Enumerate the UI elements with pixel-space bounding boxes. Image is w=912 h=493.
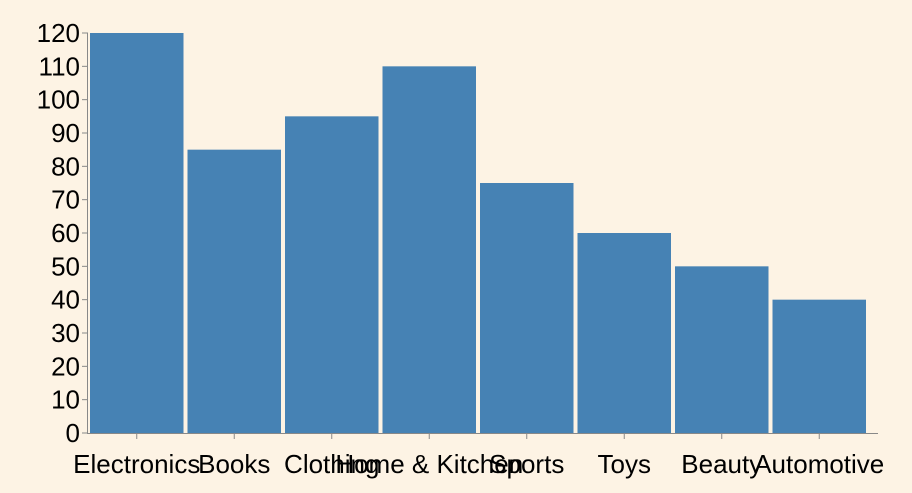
bar-electronics [90, 33, 184, 433]
y-tick-label: 50 [51, 251, 80, 281]
y-tick-label: 100 [37, 85, 80, 115]
y-tick-label: 40 [51, 285, 80, 315]
bar-automotive [772, 299, 866, 433]
x-tick-label: Automotive [754, 449, 884, 479]
y-tick-label: 60 [51, 218, 80, 248]
y-tick-label: 110 [39, 51, 80, 81]
bar-clothing [285, 116, 379, 433]
y-tick-label: 10 [51, 385, 80, 415]
bar-beauty [675, 266, 769, 433]
bar-books [187, 149, 281, 433]
x-tick-label: Books [198, 449, 270, 479]
y-tick-label: 30 [51, 318, 80, 348]
y-tick-label: 70 [51, 185, 80, 215]
x-tick-label: Home & Kitchen [335, 449, 523, 479]
x-tick-label: Toys [598, 449, 651, 479]
bars-layer [90, 33, 866, 433]
x-tick-label: Beauty [681, 449, 762, 479]
bar-toys [577, 233, 671, 433]
x-tick-label: Clothing [284, 449, 379, 479]
y-tick-label: 20 [51, 351, 80, 381]
bar-home-kitchen [382, 66, 476, 433]
x-tick-label: Sports [489, 449, 564, 479]
y-tick-label: 80 [51, 151, 80, 181]
y-tick-label: 90 [51, 118, 80, 148]
bar-sports [480, 183, 574, 433]
y-tick-label: 120 [37, 18, 80, 48]
y-tick-label: 0 [66, 418, 80, 448]
x-tick-label: Electronics [73, 449, 200, 479]
